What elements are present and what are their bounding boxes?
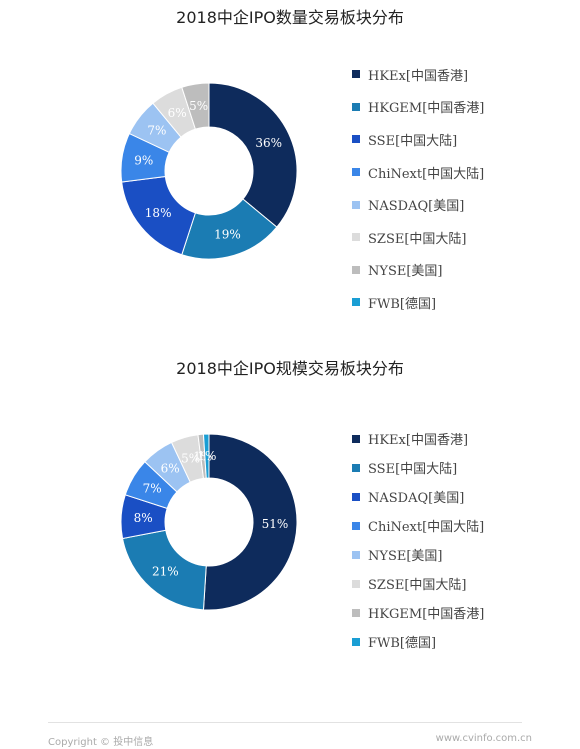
legend-label: FWB[德国]: [368, 636, 437, 651]
legend-swatch: [352, 434, 360, 443]
legend-swatch: [352, 463, 360, 472]
legend-swatch: [352, 637, 360, 646]
footer-copyright: Copyright © 投中信息: [48, 737, 154, 748]
donut-chart-size: 51%21%8%7%6%5%1%1%: [120, 433, 298, 611]
legend-item: FWB[德国]: [352, 627, 484, 656]
legend-label: FWB[德国]: [368, 296, 437, 312]
legend-swatch: [352, 492, 360, 501]
legend-swatch: [352, 135, 360, 144]
legend-item: ChiNext[中国大陆]: [352, 156, 484, 189]
legend-label: NYSE[美国]: [368, 549, 443, 564]
legend-swatch: [352, 608, 360, 617]
legend-label: NASDAQ[美国]: [368, 199, 465, 215]
legend-item: FWB[德国]: [352, 286, 484, 319]
donut-data-label-2: 19%: [214, 227, 241, 241]
donut-data-label-2: 21%: [152, 565, 179, 579]
donut-data-label-4: 7%: [143, 481, 162, 495]
donut-data-label-7: 5%: [189, 99, 208, 113]
legend-swatch: [352, 102, 360, 111]
legend-label: NASDAQ[美国]: [368, 491, 465, 506]
legend-swatch: [352, 168, 360, 177]
legend-swatch: [352, 579, 360, 588]
legend-label: SSE[中国大陆]: [368, 133, 458, 149]
legend-swatch: [352, 233, 360, 242]
legend-item: NYSE[美国]: [352, 254, 484, 287]
donut-data-label-3: 8%: [134, 511, 153, 525]
legend-item: SSE[中国大陆]: [352, 123, 484, 156]
chart-title-count: 2018中企IPO数量交易板块分布: [176, 8, 404, 27]
legend-item: HKEx[中国香港]: [352, 58, 484, 91]
legend-size: HKEx[中国香港] SSE[中国大陆] NASDAQ[美国] ChiNext[中国大…: [352, 424, 484, 656]
chart-title-size: 2018中企IPO规模交易板块分布: [176, 359, 404, 378]
legend-item: SSE[中国大陆]: [352, 453, 484, 482]
legend-item: NASDAQ[美国]: [352, 188, 484, 221]
legend-swatch: [352, 550, 360, 559]
legend-label: SZSE[中国大陆]: [368, 578, 467, 593]
legend-label: SZSE[中国大陆]: [368, 231, 467, 247]
footer-website: www.cvinfo.com.cn: [435, 733, 532, 744]
donut-data-label-8: 1%: [197, 449, 216, 463]
donut-slice-1: [202, 433, 298, 611]
donut-data-label-1: 36%: [255, 136, 282, 150]
legend-item: SZSE[中国大陆]: [352, 221, 484, 254]
footer-divider: [48, 722, 522, 723]
legend-item: HKEx[中国香港]: [352, 424, 484, 453]
donut-data-label-5: 6%: [161, 462, 180, 476]
donut-data-label-1: 51%: [262, 517, 289, 531]
legend-label: ChiNext[中国大陆]: [368, 166, 485, 182]
donut-slice-7: [181, 82, 210, 130]
legend-count: HKEx[中国香港] HKGEM[中国香港] SSE[中国大陆] ChiNext[中国…: [352, 58, 484, 319]
donut-chart-count: 36% 19% 18% 9% 7%6%5%: [120, 82, 298, 260]
legend-item: HKGEM[中国香港]: [352, 598, 484, 627]
legend-swatch: [352, 521, 360, 530]
legend-swatch: [352, 200, 360, 209]
legend-item: NYSE[美国]: [352, 540, 484, 569]
legend-label: ChiNext[中国大陆]: [368, 520, 485, 535]
donut-slice-8: [202, 433, 210, 479]
legend-item: NASDAQ[美国]: [352, 482, 484, 511]
legend-swatch: [352, 70, 360, 79]
legend-label: NYSE[美国]: [368, 264, 443, 280]
donut-data-label-5: 7%: [147, 124, 166, 138]
legend-item: HKGEM[中国香港]: [352, 91, 484, 124]
legend-swatch: [352, 298, 360, 307]
legend-label: SSE[中国大陆]: [368, 462, 458, 477]
legend-label: HKEx[中国香港]: [368, 433, 469, 448]
donut-data-label-6: 6%: [168, 106, 187, 120]
donut-data-label-6: 5%: [181, 452, 200, 466]
legend-item: ChiNext[中国大陆]: [352, 511, 484, 540]
donut-slice-1: [208, 82, 298, 228]
legend-label: HKGEM[中国香港]: [368, 607, 485, 622]
legend-swatch: [352, 265, 360, 274]
legend-label: HKGEM[中国香港]: [368, 101, 485, 117]
legend-item: SZSE[中国大陆]: [352, 569, 484, 598]
donut-data-label-3: 18%: [145, 206, 172, 220]
legend-label: HKEx[中国香港]: [368, 68, 469, 84]
donut-data-label-4: 9%: [134, 154, 153, 168]
